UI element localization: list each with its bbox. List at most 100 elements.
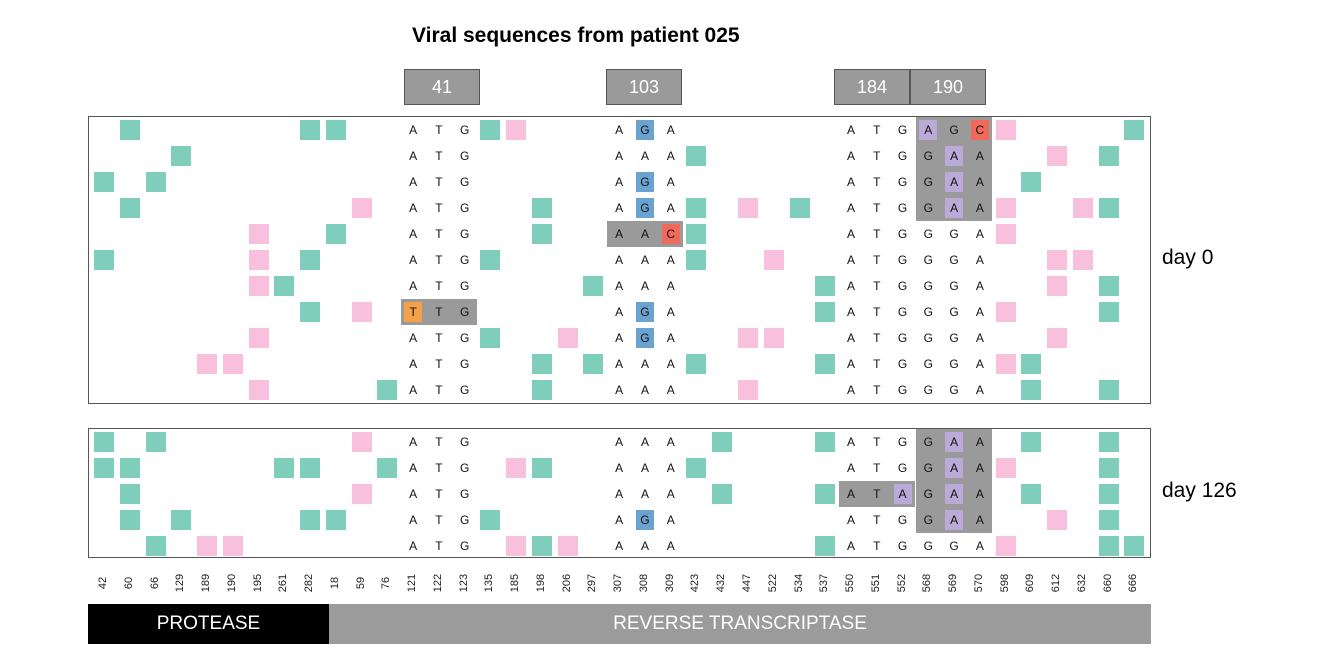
synonymous-mutation-cell [171, 510, 192, 530]
nucleotide: A [975, 487, 984, 501]
nucleotide: A [666, 201, 675, 215]
position-tick-label: 189 [200, 573, 213, 593]
nucleotide: T [435, 513, 443, 527]
nucleotide: G [923, 175, 933, 189]
position-tick-label: 123 [457, 573, 470, 593]
nucleotide: G [949, 253, 959, 267]
position-tick-label: 550 [844, 573, 857, 593]
synonymous-mutation-cell [531, 458, 552, 478]
synonymous-mutation-cell [94, 432, 114, 452]
nucleotide: G [459, 461, 470, 475]
nucleotide: A [615, 513, 624, 527]
nucleotide: A [975, 357, 984, 371]
nucleotide: A [975, 175, 984, 189]
synonymous-mutation-cell [274, 276, 295, 296]
nucleotide: G [897, 279, 908, 293]
nucleotide: A [950, 435, 959, 449]
nucleotide: G [923, 539, 933, 553]
nucleotide: G [949, 539, 959, 553]
nucleotide: T [873, 435, 881, 449]
synonymous-mutation-cell [815, 536, 836, 556]
codon-label-103: 103 [606, 69, 682, 105]
synonymous-mutation-cell [480, 120, 501, 140]
synonymous-mutation-cell [789, 198, 810, 218]
nonsynonymous-mutation-cell [1047, 146, 1068, 166]
nucleotide: A [950, 149, 959, 163]
nucleotide: T [873, 175, 881, 189]
nonsynonymous-mutation-cell [197, 354, 218, 374]
synonymous-mutation-cell [300, 302, 321, 322]
synonymous-mutation-cell [686, 458, 707, 478]
nonsynonymous-mutation-cell [1047, 250, 1068, 270]
nucleotide: A [615, 331, 624, 345]
nucleotide: A [409, 123, 418, 137]
synonymous-mutation-cell [815, 302, 836, 322]
position-tick-label: 206 [560, 573, 573, 593]
synonymous-mutation-cell [300, 120, 321, 140]
nucleotide: A [666, 331, 675, 345]
synonymous-mutation-cell [300, 458, 321, 478]
nucleotide: G [923, 305, 933, 319]
nucleotide: G [923, 227, 933, 241]
nucleotide: T [873, 279, 881, 293]
nucleotide: G [640, 331, 650, 345]
nucleotide: A [409, 253, 418, 267]
nucleotide: G [459, 123, 470, 137]
nucleotide: T [435, 539, 443, 553]
synonymous-mutation-cell [480, 510, 501, 530]
synonymous-mutation-cell [686, 146, 707, 166]
nucleotide: A [898, 487, 907, 501]
nucleotide: A [666, 253, 675, 267]
nucleotide: A [615, 227, 624, 241]
nucleotide-highlight [945, 432, 964, 452]
nucleotide: A [640, 435, 649, 449]
nucleotide: A [847, 461, 856, 475]
nucleotide: G [897, 383, 908, 397]
position-tick-label: 537 [818, 573, 831, 593]
nucleotide: G [640, 201, 650, 215]
nucleotide: A [666, 539, 675, 553]
nonsynonymous-mutation-cell [995, 536, 1016, 556]
nucleotide: A [950, 487, 959, 501]
position-tick-label: 308 [637, 573, 650, 593]
codon-label-184: 184 [834, 69, 910, 105]
position-tick-label: 121 [406, 573, 419, 593]
nucleotide-highlight [945, 198, 964, 218]
synonymous-mutation-cell [1021, 172, 1042, 192]
synonymous-mutation-cell [531, 536, 552, 556]
synonymous-mutation-cell [94, 172, 114, 192]
nucleotide: T [873, 305, 881, 319]
position-tick-label: 568 [921, 573, 934, 593]
nucleotide: A [847, 513, 856, 527]
position-tick-label: 598 [998, 573, 1011, 593]
nucleotide: G [459, 279, 470, 293]
synonymous-mutation-cell [531, 224, 552, 244]
nonsynonymous-mutation-cell [995, 198, 1016, 218]
nucleotide: A [847, 357, 856, 371]
nucleotide: T [873, 201, 881, 215]
position-tick-label: 18 [328, 576, 341, 590]
nucleotide: G [897, 357, 908, 371]
nonsynonymous-mutation-cell [1072, 198, 1093, 218]
nucleotide: G [459, 149, 470, 163]
nucleotide: A [847, 149, 856, 163]
position-tick-label: 297 [586, 573, 599, 593]
nucleotide: T [873, 253, 881, 267]
position-tick-label: 129 [174, 573, 187, 593]
synonymous-mutation-cell [480, 328, 501, 348]
nucleotide: T [435, 201, 443, 215]
nucleotide: G [923, 461, 933, 475]
nucleotide: A [666, 149, 675, 163]
synonymous-mutation-cell [712, 484, 733, 504]
nucleotide: A [615, 539, 624, 553]
synonymous-mutation-cell [531, 380, 552, 400]
position-tick-label: 135 [483, 573, 496, 593]
nucleotide: A [975, 253, 984, 267]
nonsynonymous-mutation-cell [763, 250, 784, 270]
nonsynonymous-mutation-cell [248, 328, 269, 348]
nucleotide: A [975, 201, 984, 215]
region-protease: PROTEASE [88, 604, 329, 644]
nucleotide: A [847, 305, 856, 319]
nucleotide: A [975, 279, 984, 293]
